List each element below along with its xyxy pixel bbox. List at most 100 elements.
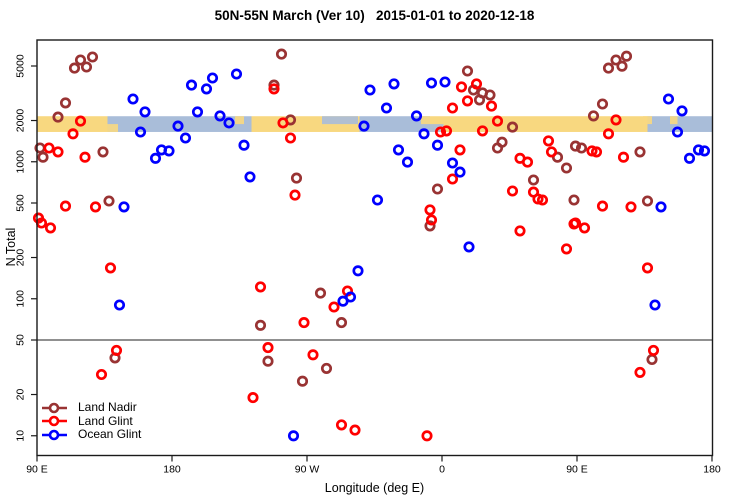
data-point-land_glint bbox=[74, 115, 87, 127]
x-tick-label: 180 bbox=[703, 464, 721, 476]
data-point-land_glint bbox=[590, 146, 603, 158]
data-point-land_nadir bbox=[646, 353, 658, 366]
y-axis-title: N Total bbox=[4, 227, 18, 267]
data-point-ocean_glint bbox=[392, 144, 405, 156]
data-point-ocean_glint bbox=[113, 299, 126, 311]
data-point-land_glint bbox=[617, 151, 630, 163]
data-point-land_glint bbox=[461, 95, 474, 107]
data-point-ocean_glint bbox=[127, 93, 139, 105]
data-point-land_glint bbox=[44, 222, 57, 234]
plot-frame bbox=[36, 39, 714, 457]
data-point-ocean_glint bbox=[364, 84, 376, 96]
data-point-ocean_glint bbox=[139, 106, 151, 118]
legend-marker-land-nadir-icon bbox=[42, 402, 67, 414]
data-point-ocean_glint bbox=[401, 156, 414, 168]
data-point-land_nadir bbox=[37, 151, 49, 163]
data-point-land_glint bbox=[307, 349, 319, 361]
data-point-land_glint bbox=[262, 342, 274, 354]
data-point-land_glint bbox=[521, 156, 534, 168]
data-point-land_glint bbox=[491, 115, 504, 127]
data-point-ocean_glint bbox=[344, 291, 357, 303]
data-point-land_nadir bbox=[596, 98, 609, 110]
data-point-land_glint bbox=[560, 243, 573, 255]
y-tick-label: 5000 bbox=[15, 54, 27, 78]
data-point-land_nadir bbox=[424, 220, 436, 232]
legend-label: Land Nadir bbox=[78, 400, 137, 415]
data-point-ocean_glint bbox=[463, 241, 475, 253]
data-point-ocean_glint bbox=[446, 157, 459, 169]
surface-band-speckle-ocean bbox=[322, 116, 358, 125]
data-point-ocean_glint bbox=[244, 171, 256, 183]
data-point-land_nadir bbox=[335, 317, 348, 329]
data-point-land_glint bbox=[440, 125, 453, 137]
data-point-land_glint bbox=[485, 100, 498, 112]
data-point-land_glint bbox=[470, 78, 483, 90]
data-point-land_glint bbox=[59, 200, 72, 212]
data-point-land_glint bbox=[647, 344, 660, 356]
data-point-land_nadir bbox=[527, 174, 540, 186]
data-point-land_nadir bbox=[491, 142, 504, 154]
data-point-ocean_glint bbox=[191, 106, 204, 118]
x-tick-label: 180 bbox=[163, 464, 181, 476]
data-point-land_glint bbox=[268, 83, 280, 95]
data-point-land_glint bbox=[446, 173, 459, 185]
data-point-land_nadir bbox=[484, 89, 496, 101]
data-point-land_glint bbox=[542, 135, 555, 147]
data-point-land_glint bbox=[446, 102, 459, 114]
data-point-land_nadir bbox=[314, 287, 327, 299]
data-point-land_nadir bbox=[569, 140, 582, 152]
data-point-land_nadir bbox=[560, 162, 573, 174]
y-tick-label: 10 bbox=[15, 430, 27, 442]
data-point-land_nadir bbox=[97, 146, 109, 158]
chart-title: 50N-55N March (Ver 10) 2015-01-01 to 202… bbox=[214, 8, 535, 23]
data-point-land_nadir bbox=[290, 172, 303, 184]
y-tick-label: 100 bbox=[15, 290, 27, 308]
data-point-ocean_glint bbox=[149, 152, 162, 164]
data-point-land_nadir bbox=[610, 54, 622, 66]
data-point-land_nadir bbox=[551, 151, 564, 163]
data-point-land_glint bbox=[247, 392, 259, 404]
data-point-land_glint bbox=[335, 419, 348, 431]
data-point-land_nadir bbox=[602, 62, 615, 74]
surface-band-ocean bbox=[647, 116, 712, 132]
data-point-ocean_glint bbox=[223, 117, 235, 129]
data-point-land_nadir bbox=[52, 111, 64, 123]
data-point-ocean_glint bbox=[439, 76, 451, 88]
data-point-land_glint bbox=[602, 128, 615, 140]
data-point-ocean_glint bbox=[172, 120, 184, 132]
data-point-land_nadir bbox=[296, 375, 309, 387]
data-point-land_glint bbox=[476, 125, 489, 137]
data-point-land_nadir bbox=[275, 48, 288, 60]
data-point-ocean_glint bbox=[200, 83, 213, 95]
data-point-land_nadir bbox=[74, 54, 87, 66]
x-tick-label: 0 bbox=[439, 464, 445, 476]
x-axis-title: Longitude (deg E) bbox=[324, 481, 425, 495]
data-point-ocean_glint bbox=[214, 110, 226, 122]
data-point-land_glint bbox=[89, 201, 102, 213]
data-point-land_glint bbox=[569, 217, 582, 229]
data-point-ocean_glint bbox=[698, 145, 711, 157]
data-point-land_nadir bbox=[634, 146, 646, 158]
legend-item-ocean-glint: Ocean Glint bbox=[40, 428, 141, 442]
data-point-land_glint bbox=[634, 366, 646, 378]
legend-item-land-nadir: Land Nadir bbox=[40, 401, 141, 415]
data-point-land_glint bbox=[424, 204, 436, 216]
legend-label: Land Glint bbox=[78, 413, 133, 428]
data-point-ocean_glint bbox=[185, 79, 198, 91]
data-point-land_nadir bbox=[59, 97, 72, 109]
data-point-land_nadir bbox=[103, 195, 115, 207]
data-point-land_nadir bbox=[587, 110, 600, 122]
surface-band-speckle-land bbox=[421, 116, 430, 125]
data-point-land_nadir bbox=[575, 142, 588, 154]
data-point-ocean_glint bbox=[230, 68, 243, 80]
data-point-ocean_glint bbox=[431, 139, 444, 151]
data-point-land_glint bbox=[625, 201, 637, 213]
data-point-land_glint bbox=[596, 200, 609, 212]
legend-label: Ocean Glint bbox=[78, 427, 142, 442]
data-point-land_glint bbox=[104, 262, 117, 274]
data-point-land_glint bbox=[455, 81, 468, 93]
legend-marker-ocean-glint-icon bbox=[42, 429, 67, 441]
data-point-land_glint bbox=[254, 281, 267, 293]
data-point-land_glint bbox=[298, 317, 310, 329]
